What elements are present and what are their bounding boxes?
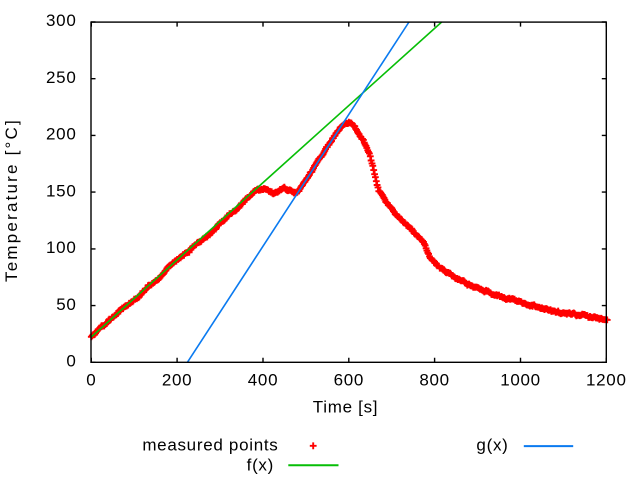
svg-text:200: 200 — [162, 371, 192, 390]
svg-text:400: 400 — [248, 371, 278, 390]
svg-text:1000: 1000 — [500, 371, 541, 390]
svg-text:800: 800 — [419, 371, 449, 390]
svg-text:g(x): g(x) — [476, 435, 508, 454]
svg-text:f(x): f(x) — [247, 455, 274, 474]
svg-text:Time [s]: Time [s] — [313, 397, 378, 416]
svg-text:0: 0 — [86, 371, 96, 390]
svg-text:Temperature [°C]: Temperature [°C] — [2, 118, 21, 282]
svg-text:300: 300 — [46, 11, 76, 30]
svg-text:50: 50 — [56, 295, 76, 314]
svg-text:100: 100 — [46, 238, 76, 257]
svg-text:200: 200 — [46, 125, 76, 144]
svg-text:150: 150 — [46, 181, 76, 200]
svg-text:0: 0 — [66, 352, 76, 371]
svg-text:measured points: measured points — [142, 435, 278, 454]
svg-text:1200: 1200 — [586, 371, 627, 390]
svg-text:600: 600 — [334, 371, 364, 390]
svg-text:250: 250 — [46, 68, 76, 87]
